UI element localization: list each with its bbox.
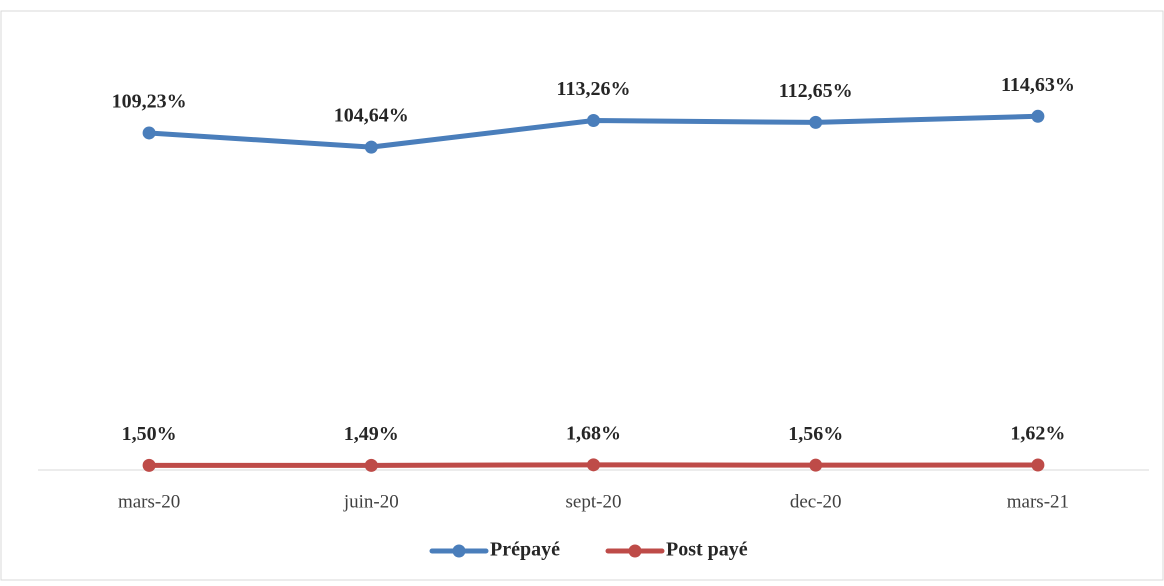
data-point bbox=[587, 458, 600, 472]
data-label: 1,68% bbox=[566, 422, 621, 444]
x-tick-label: dec-20 bbox=[790, 491, 842, 512]
data-point bbox=[587, 114, 600, 128]
x-tick-label: sept-20 bbox=[566, 491, 622, 512]
x-tick-label: juin-20 bbox=[343, 491, 399, 512]
data-point bbox=[1031, 109, 1045, 123]
legend-label: Prépayé bbox=[490, 539, 560, 561]
data-label: 112,65% bbox=[779, 80, 853, 102]
x-tick-label: mars-20 bbox=[118, 491, 180, 512]
legend-marker bbox=[628, 544, 642, 558]
data-point bbox=[809, 458, 823, 472]
data-point bbox=[809, 115, 823, 129]
data-label: 109,23% bbox=[112, 91, 187, 113]
legend-label: Post payé bbox=[666, 539, 748, 561]
chart-border bbox=[0, 10, 1164, 581]
x-tick-label: mars-21 bbox=[1007, 491, 1069, 512]
data-point bbox=[142, 126, 156, 140]
data-point bbox=[1031, 458, 1045, 472]
data-label: 1,62% bbox=[1010, 423, 1065, 445]
data-point bbox=[364, 458, 378, 472]
data-label: 113,26% bbox=[557, 78, 631, 100]
data-label: 104,64% bbox=[334, 105, 409, 127]
data-point bbox=[364, 140, 378, 154]
legend-marker bbox=[452, 544, 466, 558]
data-label: 1,49% bbox=[344, 423, 399, 445]
data-label: 114,63% bbox=[1001, 74, 1075, 96]
data-label: 1,56% bbox=[788, 423, 843, 445]
data-point bbox=[142, 458, 156, 472]
data-label: 1,50% bbox=[122, 423, 177, 445]
